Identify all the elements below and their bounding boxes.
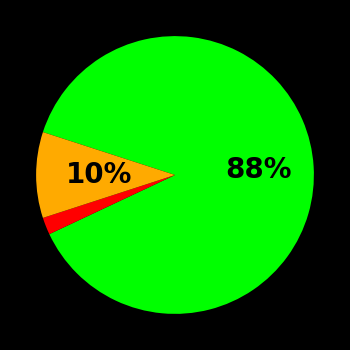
Text: 88%: 88% <box>225 156 292 184</box>
Wedge shape <box>43 175 175 234</box>
Text: 10%: 10% <box>65 161 132 189</box>
Wedge shape <box>43 36 314 314</box>
Wedge shape <box>36 132 175 218</box>
